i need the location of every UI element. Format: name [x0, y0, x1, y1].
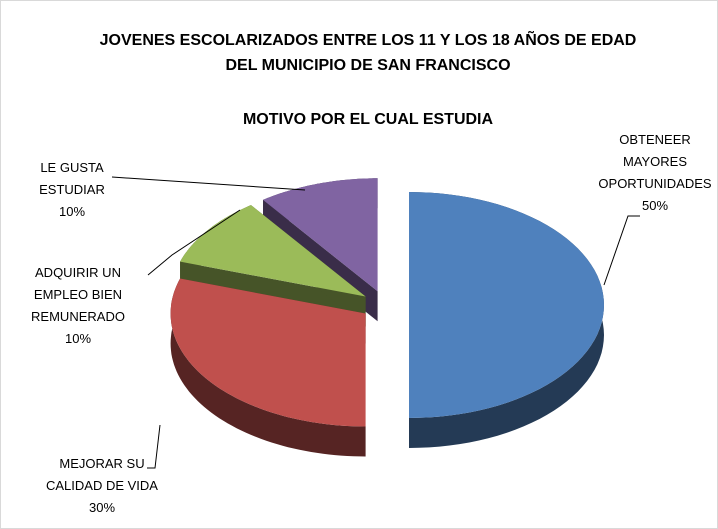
chart-subtitle: MOTIVO POR EL CUAL ESTUDIA — [243, 111, 494, 128]
labels: OBTENEER MAYORES OPORTUNIDADES 50% MEJORAR S… — [31, 132, 712, 515]
category-label: LE GUSTA ESTUDIAR — [39, 160, 105, 197]
leader-line — [147, 209, 241, 276]
category-label: OBTENEER MAYORES OPORTUNIDADES — [598, 132, 711, 191]
category-label: MEJORAR SU CALIDAD DE VIDA — [46, 456, 158, 493]
slice — [409, 192, 604, 418]
pie — [170, 178, 604, 457]
leader-line — [603, 215, 640, 286]
chart-title-line: JOVENES ESCOLARIZADOS ENTRE LOS 11 Y LOS… — [100, 29, 637, 49]
slice — [170, 278, 366, 427]
value-label: 10% — [65, 331, 91, 346]
slice — [263, 178, 378, 292]
category-label: ADQUIRIR UN EMPLEO BIEN REMUNERADO — [31, 265, 125, 324]
slice — [180, 205, 366, 297]
chart-title-line: DEL MUNICIPIO DE SAN FRANCISCO — [225, 57, 510, 74]
slice-side — [170, 278, 366, 457]
value-label: 50% — [642, 198, 668, 213]
value-label: 30% — [89, 500, 115, 515]
leader-line — [111, 176, 306, 191]
leader-line — [147, 424, 161, 469]
value-label: 10% — [59, 204, 85, 219]
